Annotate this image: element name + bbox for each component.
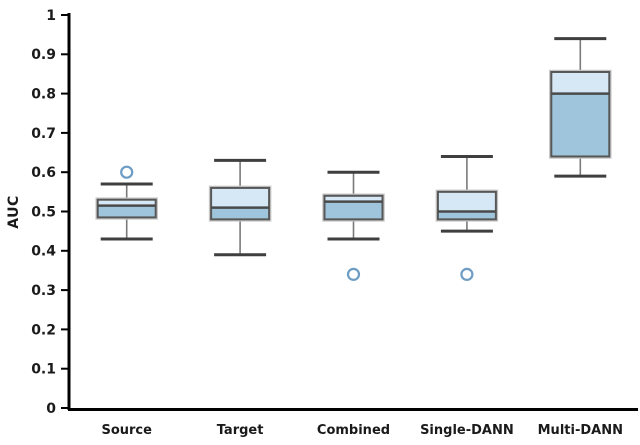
x-axis-category-label: Multi-DANN [538, 423, 623, 438]
box-halo [322, 193, 385, 222]
y-tick-label: 0.3 [31, 283, 56, 299]
box-upper-half [324, 195, 383, 202]
box-upper-half [551, 71, 610, 94]
box-lower-half [211, 207, 270, 220]
box-border [210, 186, 271, 221]
x-axis-category-label: Target [217, 423, 264, 438]
box-lower-half [324, 201, 383, 220]
box-halo [435, 189, 499, 222]
box-border [550, 70, 611, 158]
box-lower-half [551, 93, 610, 157]
y-axis-title: AUC [6, 195, 22, 229]
y-tick-label: 1 [46, 8, 56, 24]
y-tick-label: 0.1 [31, 362, 56, 378]
y-tick-label: 0.8 [31, 87, 56, 103]
outlier-point [120, 165, 134, 179]
y-tick-label: 0.7 [31, 126, 56, 142]
box-lower-half [97, 205, 156, 218]
y-tick-label: 0.4 [31, 244, 56, 260]
box-halo [549, 69, 612, 159]
box-upper-half [97, 199, 156, 206]
x-axis-category-label: Combined [317, 423, 390, 438]
outlier-point [460, 267, 474, 281]
box-halo [95, 197, 158, 220]
box-halo [208, 185, 272, 222]
box-border [96, 198, 157, 219]
y-tick-label: 0.6 [31, 165, 56, 181]
box-border [323, 194, 384, 221]
y-tick-label: 0.5 [31, 204, 56, 220]
x-axis-category-label: Single-DANN [420, 423, 514, 438]
box-upper-half [211, 187, 270, 208]
boxplot-group-source: Source [95, 165, 158, 438]
y-tick-label: 0.9 [31, 47, 56, 63]
box-upper-half [437, 191, 496, 212]
boxplot-group-multi-dann: Multi-DANN [538, 37, 623, 438]
box-border [436, 190, 497, 221]
y-tick-label: 0.2 [31, 322, 56, 338]
y-tick-label: 0 [46, 401, 56, 417]
x-axis-category-label: Source [101, 423, 152, 438]
boxplot-group-target: Target [208, 158, 272, 438]
outlier-point [346, 267, 361, 281]
box-lower-half [437, 211, 496, 220]
boxplot-group-single-dann: Single-DANN [420, 154, 514, 438]
boxplot-group-combined: Combined [317, 170, 390, 438]
